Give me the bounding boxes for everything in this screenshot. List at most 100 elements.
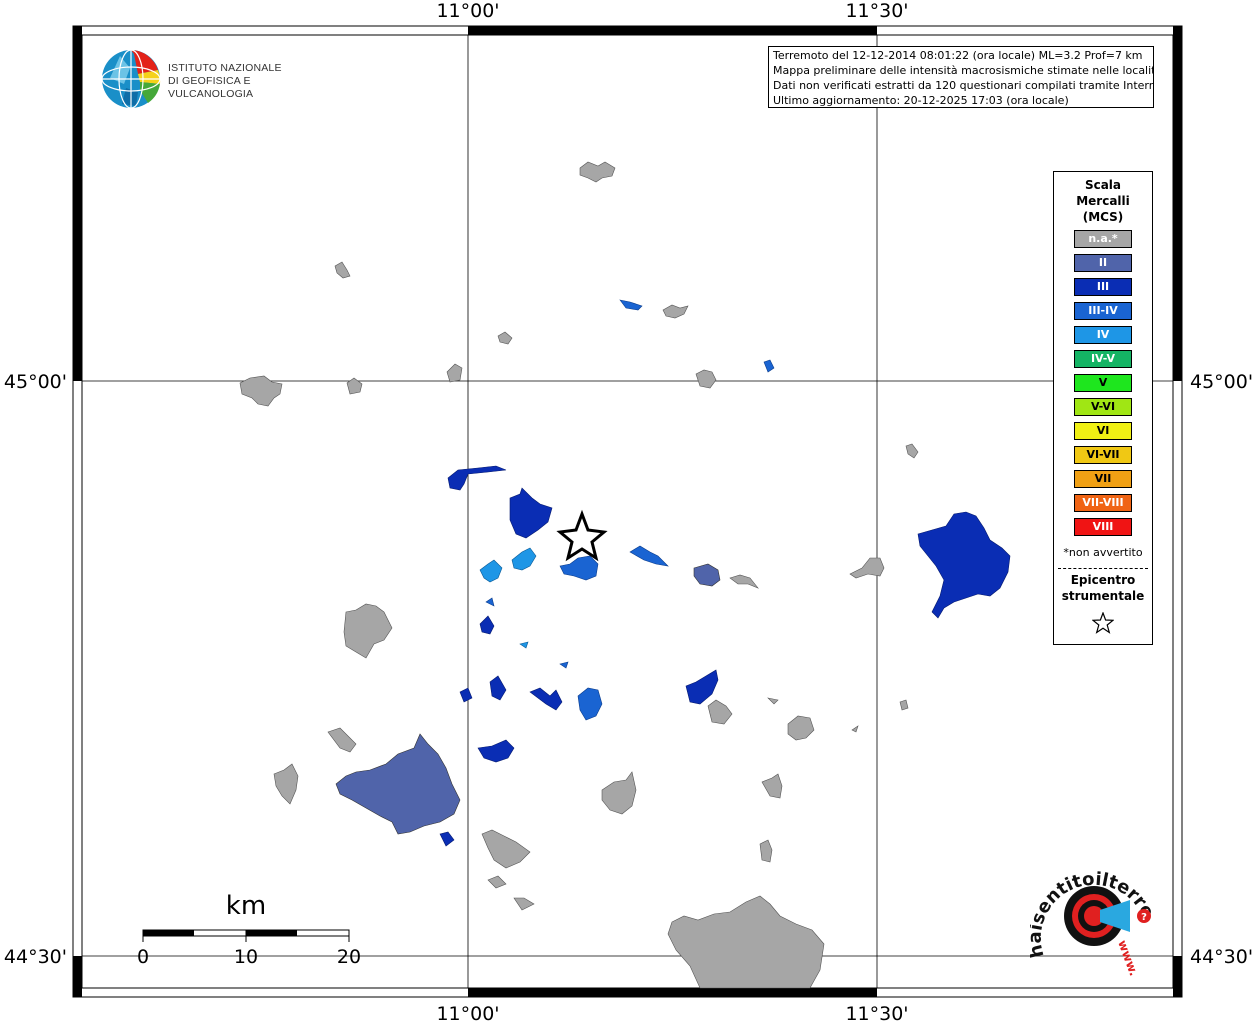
lat-label-right-1: 45°00' bbox=[1190, 371, 1253, 393]
haisentito-question-icon bbox=[1137, 909, 1151, 923]
municipality-area bbox=[334, 261, 351, 279]
epicenter-star-icon bbox=[556, 509, 608, 562]
legend-item-vii-viii: VII-VIII bbox=[1074, 494, 1132, 512]
legend-item-v: V bbox=[1074, 374, 1132, 392]
municipality-area bbox=[479, 615, 495, 635]
legend-item-v-vi: V-VI bbox=[1074, 398, 1132, 416]
municipality-area bbox=[529, 687, 563, 711]
municipality-area bbox=[905, 443, 919, 459]
municipality-area bbox=[489, 675, 507, 701]
municipality-area bbox=[343, 603, 393, 659]
municipality-area bbox=[707, 699, 733, 725]
lon-label-bottom-2: 11°30' bbox=[845, 1003, 908, 1024]
graticule bbox=[82, 35, 1173, 988]
municipality-area bbox=[327, 727, 357, 753]
map-frame bbox=[72, 25, 1183, 998]
municipality-area bbox=[685, 669, 719, 705]
municipality-area bbox=[346, 377, 363, 395]
municipality-area bbox=[767, 697, 779, 705]
legend-title-line3: (MCS) bbox=[1082, 210, 1124, 224]
event-info-line: Mappa preliminare delle intensità macros… bbox=[773, 64, 1154, 77]
municipality-area bbox=[485, 597, 495, 607]
legend-title-line2: Mercalli bbox=[1076, 194, 1130, 208]
legend-epicenter-line2: strumentale bbox=[1061, 589, 1145, 603]
municipality-area bbox=[579, 161, 616, 183]
scale-bar-unit: km bbox=[226, 891, 266, 921]
municipality-area bbox=[439, 831, 455, 847]
legend-star-icon bbox=[1092, 612, 1114, 634]
municipality-area bbox=[787, 715, 815, 741]
municipality-area bbox=[509, 487, 553, 539]
municipality-area bbox=[487, 875, 507, 889]
municipality-area bbox=[759, 839, 773, 863]
haisentito-wave-icon bbox=[1100, 900, 1130, 932]
lon-label-top-1: 11°00' bbox=[436, 0, 499, 22]
municipality-area bbox=[459, 687, 473, 703]
municipality-area bbox=[763, 359, 775, 373]
municipality-area bbox=[851, 725, 859, 733]
svg-text:?: ? bbox=[1141, 912, 1147, 923]
legend-item-iii-iv: III-IV bbox=[1074, 302, 1132, 320]
municipalities-iii-iv bbox=[485, 299, 775, 721]
event-info-line: Ultimo aggiornamento: 20-12-2025 17:03 (… bbox=[773, 94, 1069, 107]
legend-item-ii: II bbox=[1074, 254, 1132, 272]
ingv-logo: ISTITUTO NAZIONALE DI GEOFISICA E VULCAN… bbox=[100, 46, 320, 110]
legend-epicenter-line1: Epicentro bbox=[1070, 573, 1136, 587]
municipality-area bbox=[849, 557, 885, 579]
municipality-area bbox=[497, 331, 513, 345]
municipality-area bbox=[513, 897, 535, 911]
legend-item-na: n.a.* bbox=[1074, 230, 1132, 248]
municipalities-iv bbox=[479, 547, 537, 649]
municipality-area bbox=[481, 829, 531, 869]
lat-label-left-1: 45°00' bbox=[4, 371, 67, 393]
legend-item-viii: VIII bbox=[1074, 518, 1132, 536]
legend-item-iv-v: IV-V bbox=[1074, 350, 1132, 368]
municipality-area bbox=[917, 511, 1011, 619]
haisentito-logo: haisentitoilterremoto.it www. ? bbox=[1021, 844, 1160, 980]
legend-item-vi-vii: VI-VII bbox=[1074, 446, 1132, 464]
municipality-area bbox=[273, 763, 299, 805]
municipality-area bbox=[601, 771, 637, 815]
event-info-line: Dati non verificati estratti da 120 ques… bbox=[773, 79, 1154, 92]
lon-label-top-2: 11°30' bbox=[845, 0, 908, 22]
ingv-name-line2: DI GEOFISICA E VULCANOLOGIA bbox=[168, 75, 254, 100]
municipality-area bbox=[695, 369, 717, 389]
municipality-area bbox=[519, 641, 529, 649]
municipality-area bbox=[479, 559, 503, 583]
lon-label-bottom-1: 11°00' bbox=[436, 1003, 499, 1024]
scale-bar-label-10: 10 bbox=[234, 946, 258, 968]
haisentito-url-text: www. bbox=[1115, 938, 1141, 978]
scale-bar-label-0: 0 bbox=[137, 946, 149, 968]
legend-separator bbox=[1058, 568, 1148, 569]
municipalities-ii bbox=[335, 563, 721, 835]
municipality-area bbox=[239, 375, 283, 407]
legend-item-vii: VII bbox=[1074, 470, 1132, 488]
municipality-area bbox=[559, 555, 599, 581]
legend-item-vi: VI bbox=[1074, 422, 1132, 440]
mcs-legend: Scala Mercalli (MCS) n.a.* II III III-IV… bbox=[1053, 171, 1153, 645]
municipality-area bbox=[559, 661, 569, 669]
municipality-area bbox=[446, 363, 463, 383]
municipality-area bbox=[729, 574, 759, 589]
municipality-area bbox=[577, 687, 603, 721]
ingv-name-line1: ISTITUTO NAZIONALE bbox=[168, 62, 282, 74]
municipality-area bbox=[629, 545, 669, 567]
municipality-area bbox=[619, 299, 643, 311]
municipality-area bbox=[667, 895, 825, 989]
event-info-line: Terremoto del 12-12-2014 08:01:22 (ora l… bbox=[773, 49, 1143, 62]
municipalities-na bbox=[239, 161, 919, 989]
legend-title-line1: Scala bbox=[1084, 178, 1122, 192]
municipality-area bbox=[899, 699, 909, 711]
municipality-area bbox=[511, 547, 537, 571]
municipality-area bbox=[662, 304, 689, 319]
lat-label-right-2: 44°30' bbox=[1190, 946, 1253, 968]
event-info-box: Terremoto del 12-12-2014 08:01:22 (ora l… bbox=[768, 46, 1154, 108]
legend-note: *non avvertito bbox=[1063, 546, 1143, 559]
lat-label-left-2: 44°30' bbox=[4, 946, 67, 968]
legend-item-iv: IV bbox=[1074, 326, 1132, 344]
legend-item-iii: III bbox=[1074, 278, 1132, 296]
municipality-area bbox=[761, 773, 783, 799]
municipalities-iii bbox=[439, 465, 1011, 847]
municipality-area bbox=[447, 465, 507, 491]
